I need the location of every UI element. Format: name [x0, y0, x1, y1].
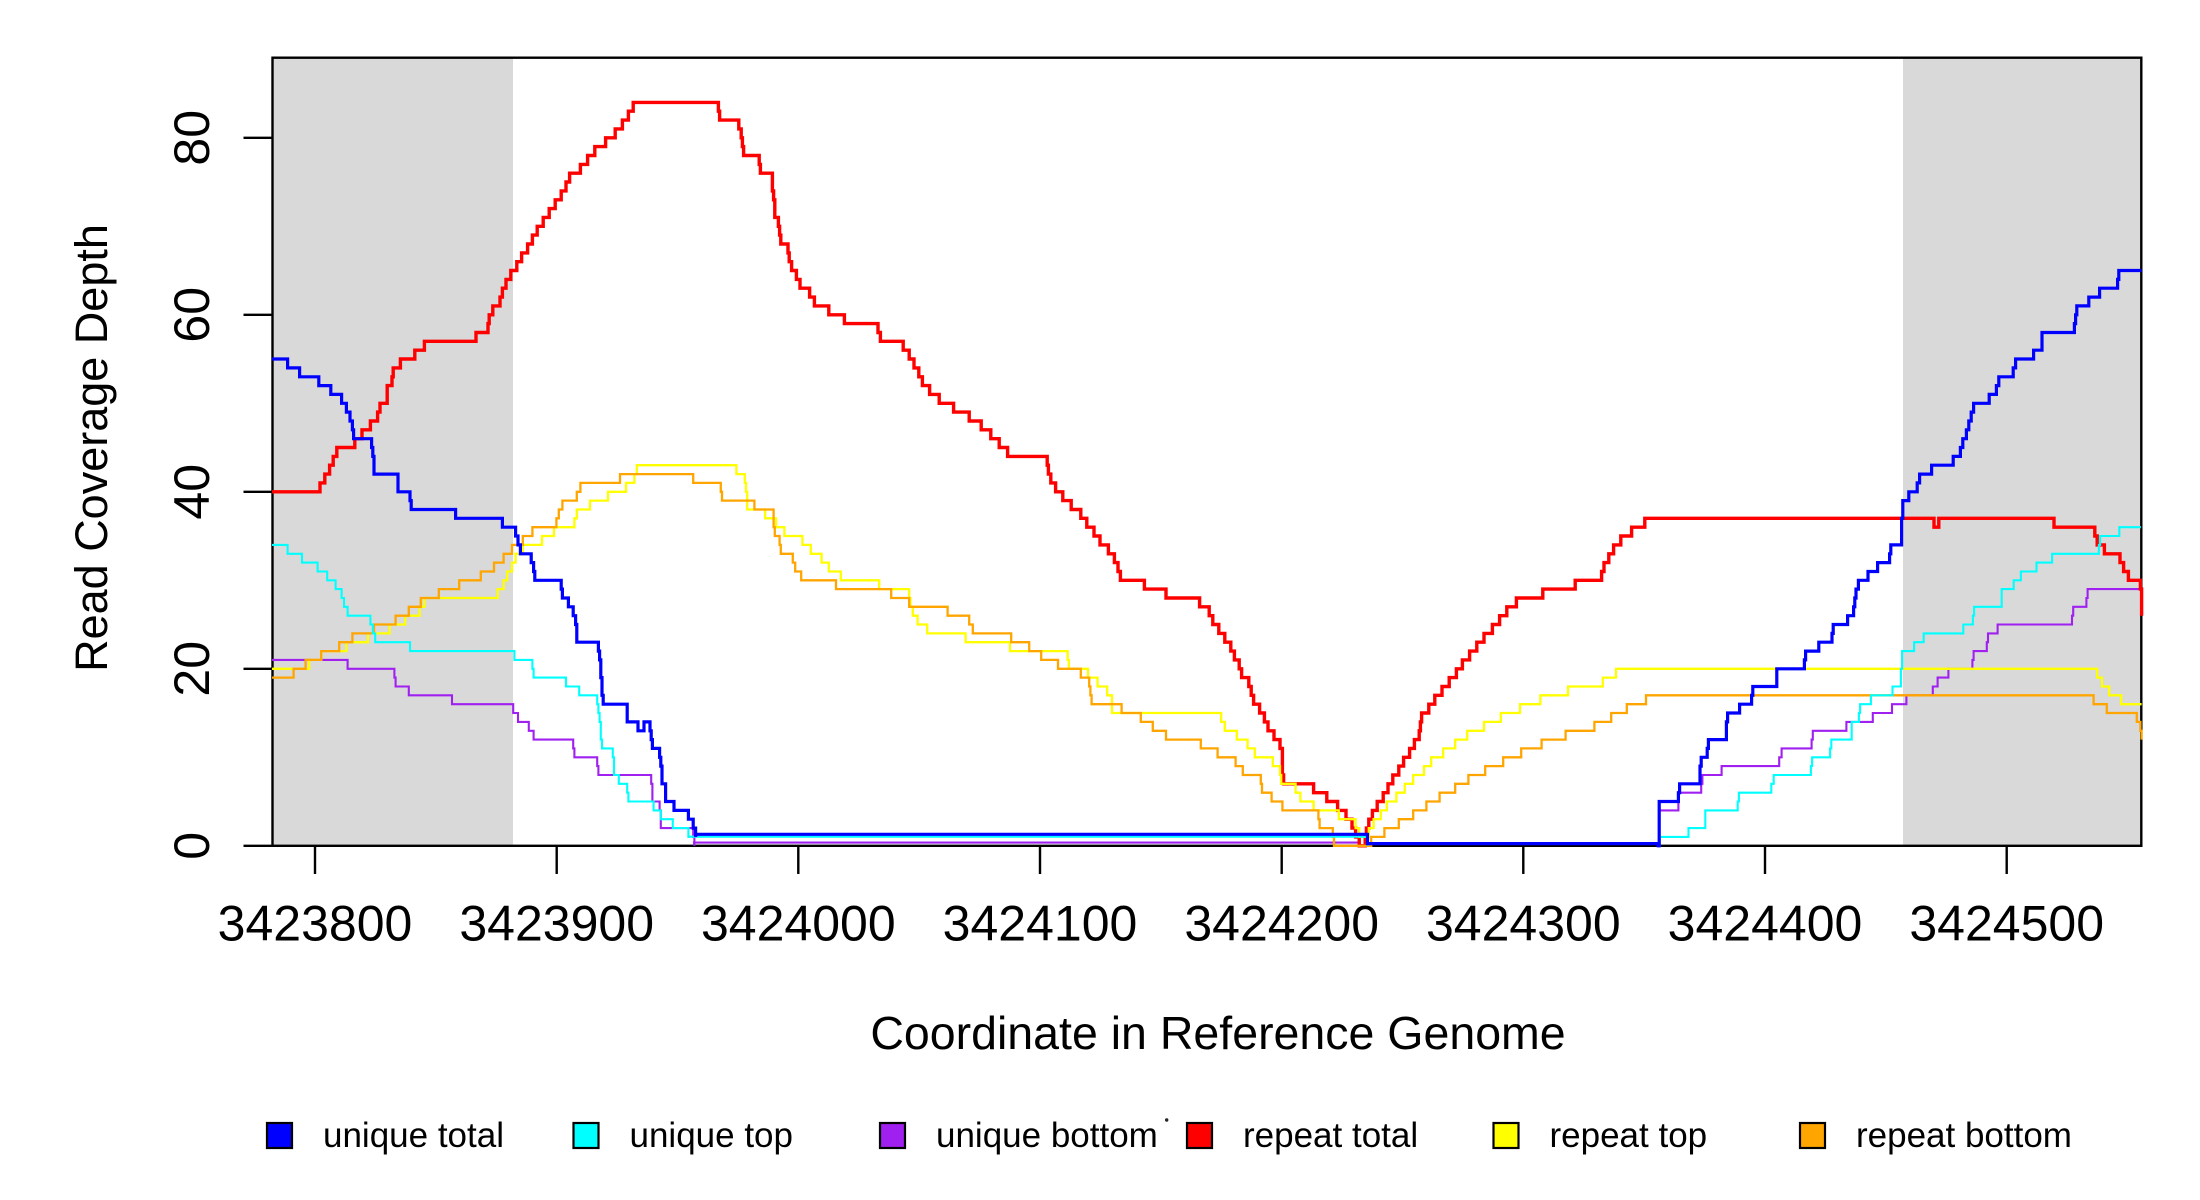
- svg-text:3424200: 3424200: [1184, 896, 1379, 952]
- svg-text:3423900: 3423900: [459, 896, 654, 952]
- svg-text:40: 40: [164, 464, 220, 520]
- svg-text:Coordinate in Reference Genome: Coordinate in Reference Genome: [870, 1007, 1565, 1059]
- svg-text:repeat total: repeat total: [1243, 1116, 1418, 1155]
- svg-text:unique bottom: unique bottom: [936, 1116, 1158, 1155]
- svg-text:3424300: 3424300: [1426, 896, 1621, 952]
- svg-text:3424400: 3424400: [1668, 896, 1863, 952]
- svg-text:unique top: unique top: [630, 1116, 793, 1155]
- svg-text:repeat top: repeat top: [1550, 1116, 1708, 1155]
- svg-text:unique total: unique total: [323, 1116, 504, 1155]
- svg-text:repeat bottom: repeat bottom: [1856, 1116, 2072, 1155]
- svg-text:60: 60: [164, 287, 220, 343]
- svg-text:20: 20: [164, 641, 220, 697]
- svg-text:80: 80: [164, 110, 220, 166]
- svg-text:3424100: 3424100: [943, 896, 1138, 952]
- svg-text:3424000: 3424000: [701, 896, 896, 952]
- svg-text:0: 0: [164, 832, 220, 860]
- svg-text:3423800: 3423800: [218, 896, 413, 952]
- svg-text:Read Coverage Depth: Read Coverage Depth: [66, 224, 117, 672]
- svg-text:3424500: 3424500: [1909, 896, 2104, 952]
